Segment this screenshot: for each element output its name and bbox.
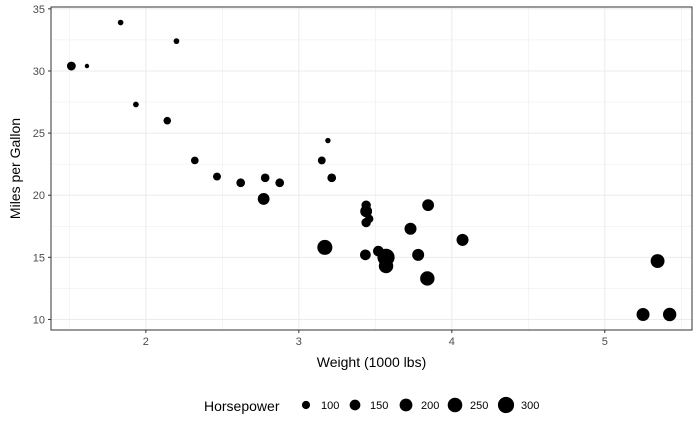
data-point	[260, 173, 270, 183]
x-tick-label: 2	[143, 336, 149, 348]
panel-border	[50, 6, 693, 331]
legend-label: 100	[321, 400, 339, 412]
data-point	[360, 249, 371, 261]
data-point	[325, 137, 331, 144]
legend-title: Horsepower	[204, 398, 280, 414]
data-point	[361, 200, 371, 210]
legend-label: 200	[421, 400, 439, 412]
y-tick-label: 25	[33, 128, 45, 140]
y-axis-title: Miles per Gallon	[7, 118, 23, 219]
data-point	[173, 38, 180, 45]
legend-key	[349, 399, 361, 411]
size-legend: Horsepower 100 150 200 250 300	[204, 396, 539, 414]
x-tick-label: 4	[449, 336, 455, 348]
y-tick-label: 20	[33, 190, 45, 202]
data-point	[317, 239, 333, 255]
data-point	[236, 178, 246, 188]
y-tick-label: 10	[33, 314, 45, 326]
axes: 2 3 4 5 10 15 20 25 30 35	[33, 4, 608, 348]
data-point	[117, 19, 124, 26]
grid-lines	[51, 7, 692, 330]
data-point	[163, 116, 172, 125]
legend-key	[399, 398, 413, 412]
legend-label: 300	[521, 400, 539, 412]
data-point	[456, 233, 469, 246]
y-tick-label: 15	[33, 252, 45, 264]
data-point	[650, 254, 665, 269]
data-point	[377, 248, 395, 266]
data-point	[84, 63, 90, 69]
data-point	[66, 61, 76, 71]
data-points	[66, 19, 677, 322]
data-point	[662, 307, 677, 322]
y-tick-label: 30	[33, 66, 45, 78]
data-point	[257, 193, 270, 205]
data-point	[327, 173, 337, 183]
y-tick-label: 35	[33, 4, 45, 16]
x-tick-label: 5	[602, 336, 608, 348]
data-point	[412, 248, 425, 261]
data-point	[420, 271, 435, 286]
data-point	[361, 217, 371, 228]
data-point	[213, 172, 221, 181]
legend-key	[301, 400, 311, 410]
legend-key	[497, 396, 515, 414]
data-point	[317, 156, 326, 165]
x-tick-label: 3	[296, 336, 302, 348]
legend-key	[447, 397, 463, 413]
data-point	[190, 156, 199, 165]
data-point	[636, 307, 650, 321]
data-point	[404, 222, 417, 235]
data-point	[133, 101, 139, 108]
data-point	[422, 199, 435, 212]
x-axis-title: Weight (1000 lbs)	[317, 354, 426, 370]
legend-label: 250	[470, 400, 488, 412]
data-point	[275, 178, 285, 188]
legend-label: 150	[370, 400, 388, 412]
